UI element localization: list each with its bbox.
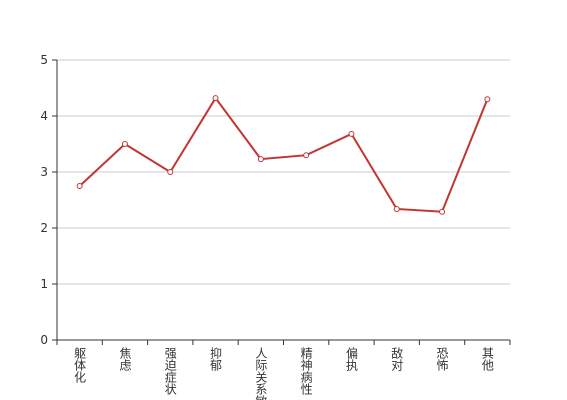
x-tick-label: 抑郁: [209, 346, 223, 372]
point: [303, 152, 310, 159]
point: [167, 169, 174, 175]
x-tick-label: 敌对: [390, 346, 404, 371]
point: [212, 95, 219, 102]
point: [484, 96, 491, 103]
x-tick-label: 偏执: [344, 346, 358, 372]
point: [439, 208, 446, 215]
y-tick-label: 2: [40, 221, 48, 235]
x-tick-label: 恐怖: [435, 347, 449, 371]
y-tick-label: 1: [40, 277, 48, 291]
x-tick-label: 其他: [480, 347, 494, 371]
point: [393, 205, 400, 212]
point: [76, 183, 83, 189]
point: [348, 130, 355, 137]
y-tick-label: 3: [40, 165, 48, 179]
y-tick-label: 0: [40, 333, 48, 347]
x-tick-label: 躯体化: [73, 346, 87, 384]
line: [78, 96, 489, 213]
y-tick-label: 5: [40, 53, 48, 67]
x-tick-label: 强迫症状: [163, 347, 177, 395]
x-tick-label: 焦虑: [118, 347, 132, 371]
point: [121, 141, 128, 147]
point: [257, 156, 264, 163]
x-tick-label: 精神病性: [299, 347, 313, 396]
x-tick-label: 人际关系敏感: [254, 347, 268, 400]
y-tick-label: 4: [40, 109, 48, 123]
